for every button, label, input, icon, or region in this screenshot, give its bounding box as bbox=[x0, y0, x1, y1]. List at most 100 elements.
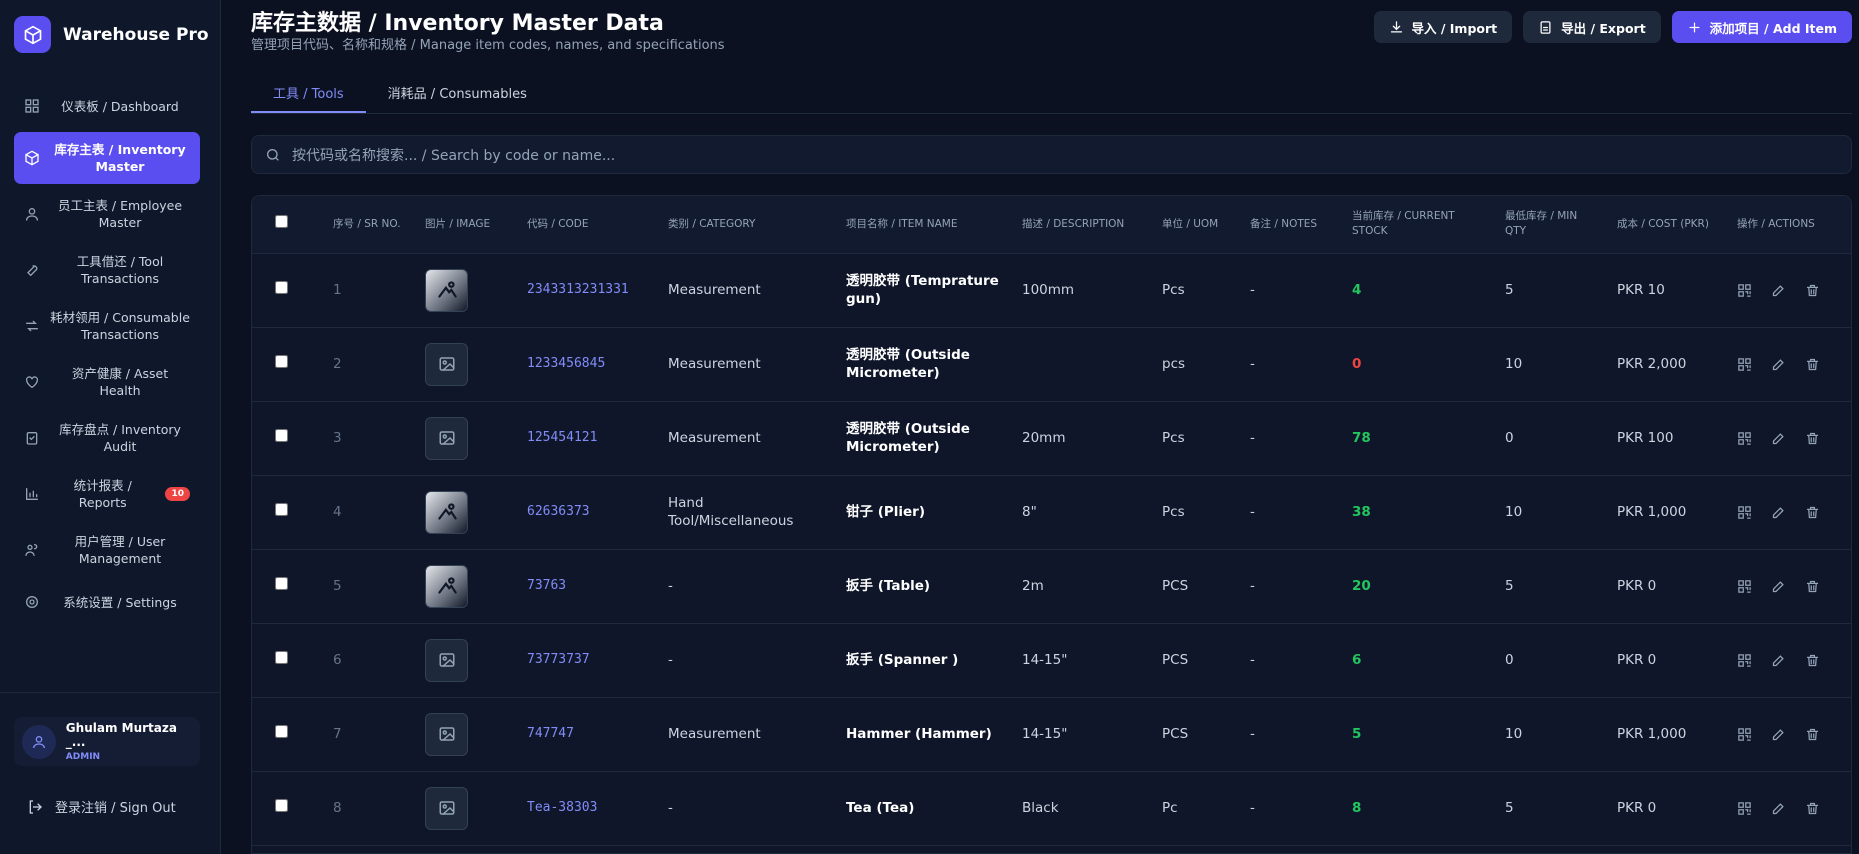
cell-code[interactable]: 125454121 bbox=[526, 401, 667, 476]
cell bbox=[252, 697, 332, 772]
row-checkbox[interactable] bbox=[275, 281, 288, 294]
row-checkbox[interactable] bbox=[275, 651, 288, 664]
header-cell: 操作 / ACTIONS bbox=[1736, 196, 1851, 254]
item-photo[interactable] bbox=[425, 490, 468, 534]
nav-item[interactable]: 员工主表 / Employee Master bbox=[14, 188, 200, 240]
cell-sr: 4 bbox=[332, 475, 424, 550]
item-photo[interactable] bbox=[425, 268, 468, 312]
edit-button[interactable] bbox=[1771, 357, 1786, 372]
row-checkbox[interactable] bbox=[275, 503, 288, 516]
search-icon bbox=[267, 148, 279, 161]
cell-code[interactable]: Tea-38303 bbox=[526, 771, 667, 846]
qr-button[interactable] bbox=[1737, 801, 1752, 816]
qr-button[interactable] bbox=[1737, 727, 1752, 742]
header-button[interactable]: 导入 / Import bbox=[1373, 11, 1513, 43]
table-row: 5 73763- 扳手 (Table) 2m PCS -20 5 PKR 0 bbox=[252, 549, 1851, 624]
cell-code[interactable]: 747747 bbox=[526, 697, 667, 772]
edit-button[interactable] bbox=[1771, 505, 1786, 520]
brand-name: Warehouse Pro bbox=[63, 24, 209, 45]
image-icon bbox=[439, 727, 454, 741]
header-button[interactable]: 添加项目 / Add Item bbox=[1671, 11, 1852, 43]
search-box[interactable]: 按代码或名称搜索... / Search by code or name... bbox=[251, 135, 1852, 174]
select-all-checkbox[interactable] bbox=[275, 215, 288, 229]
nav-label: 用户管理 / User Management bbox=[74, 534, 166, 566]
sign-out[interactable]: 登录注销 / Sign Out bbox=[27, 797, 176, 816]
image-placeholder[interactable] bbox=[425, 416, 468, 460]
qr-button[interactable] bbox=[1737, 579, 1752, 594]
delete-button[interactable] bbox=[1805, 727, 1820, 742]
logo bbox=[14, 16, 51, 53]
nav-icon bbox=[26, 320, 38, 332]
nav-item[interactable]: 系统设置 / Settings bbox=[14, 580, 200, 624]
nav-item[interactable]: 资产健康 / Asset Health bbox=[14, 356, 200, 408]
cell-code[interactable]: 73763 bbox=[526, 549, 667, 624]
cell-category: Measurement bbox=[667, 401, 845, 476]
edit-button[interactable] bbox=[1771, 579, 1786, 594]
cell-min-qty: 0 bbox=[1504, 401, 1616, 476]
actions-cell bbox=[1736, 475, 1851, 550]
tab[interactable]: 消耗品 / Consumables bbox=[387, 87, 527, 102]
actions-cell bbox=[1736, 623, 1851, 698]
edit-button[interactable] bbox=[1771, 431, 1786, 446]
cell-description: 8" bbox=[1021, 475, 1161, 550]
nav-label: 仪表板 / Dashboard bbox=[61, 98, 179, 114]
image-placeholder[interactable] bbox=[425, 342, 468, 386]
delete-button[interactable] bbox=[1805, 653, 1820, 668]
row-checkbox[interactable] bbox=[275, 577, 288, 590]
qr-button[interactable] bbox=[1737, 505, 1752, 520]
cell-notes: - bbox=[1249, 253, 1351, 328]
qr-button[interactable] bbox=[1737, 357, 1752, 372]
row-checkbox[interactable] bbox=[275, 799, 288, 812]
user-card[interactable]: Ghulam Murtaza _... ADMIN bbox=[14, 717, 200, 766]
qr-button[interactable] bbox=[1737, 283, 1752, 298]
nav-item[interactable]: 库存主表 / Inventory Master bbox=[14, 132, 200, 184]
cell bbox=[252, 475, 332, 550]
edit-button[interactable] bbox=[1771, 653, 1786, 668]
cell-uom: Pc bbox=[1161, 771, 1249, 846]
delete-button[interactable] bbox=[1805, 431, 1820, 446]
cell-code[interactable]: 1233456845 bbox=[526, 327, 667, 402]
cell-min-qty: 5 bbox=[1504, 771, 1616, 846]
nav-item[interactable]: 用户管理 / User Management bbox=[14, 524, 200, 576]
image-placeholder[interactable] bbox=[425, 638, 468, 682]
nav-item[interactable]: 工具借还 / Tool Transactions bbox=[14, 244, 200, 296]
nav-label: 统计报表 / Reports bbox=[73, 478, 132, 510]
image-placeholder[interactable] bbox=[425, 786, 468, 830]
delete-button[interactable] bbox=[1805, 801, 1820, 816]
header-cell: 单位 / UOM bbox=[1161, 196, 1249, 254]
edit-button[interactable] bbox=[1771, 283, 1786, 298]
delete-button[interactable] bbox=[1805, 505, 1820, 520]
avatar-icon bbox=[32, 735, 45, 748]
qr-button[interactable] bbox=[1737, 653, 1752, 668]
nav-item[interactable]: 统计报表 / Reports 10 bbox=[14, 468, 200, 520]
edit-button[interactable] bbox=[1771, 727, 1786, 742]
cell-description: 2m bbox=[1021, 549, 1161, 624]
actions bbox=[1737, 801, 1837, 816]
delete-button[interactable] bbox=[1805, 283, 1820, 298]
delete-button[interactable] bbox=[1805, 579, 1820, 594]
image-placeholder[interactable] bbox=[425, 712, 468, 756]
nav-item[interactable]: 耗材领用 / Consumable Transactions bbox=[14, 300, 200, 352]
edit-button[interactable] bbox=[1771, 801, 1786, 816]
row-checkbox[interactable] bbox=[275, 429, 288, 442]
header-button[interactable]: 导出 / Export bbox=[1523, 11, 1661, 43]
cell-category: - bbox=[667, 771, 845, 846]
nav-item[interactable]: 仪表板 / Dashboard bbox=[14, 84, 200, 128]
cell-code[interactable]: 73773737 bbox=[526, 623, 667, 698]
row-checkbox[interactable] bbox=[275, 355, 288, 368]
cell-min-qty: 5 bbox=[1504, 253, 1616, 328]
delete-button[interactable] bbox=[1805, 357, 1820, 372]
item-photo[interactable] bbox=[425, 564, 468, 608]
cell-description: 14-15" bbox=[1021, 697, 1161, 772]
row-checkbox[interactable] bbox=[275, 725, 288, 738]
cell-code[interactable]: 2343313231331 bbox=[526, 253, 667, 328]
cell bbox=[252, 401, 332, 476]
cell bbox=[252, 327, 332, 402]
nav-item[interactable]: 库存盘点 / Inventory Audit bbox=[14, 412, 200, 464]
tab[interactable]: 工具 / Tools bbox=[251, 75, 366, 113]
cell-name: 扳手 (Table) bbox=[845, 549, 1021, 624]
cell-min-qty: 10 bbox=[1504, 697, 1616, 772]
qr-button[interactable] bbox=[1737, 431, 1752, 446]
cell-code[interactable]: 62636373 bbox=[526, 475, 667, 550]
